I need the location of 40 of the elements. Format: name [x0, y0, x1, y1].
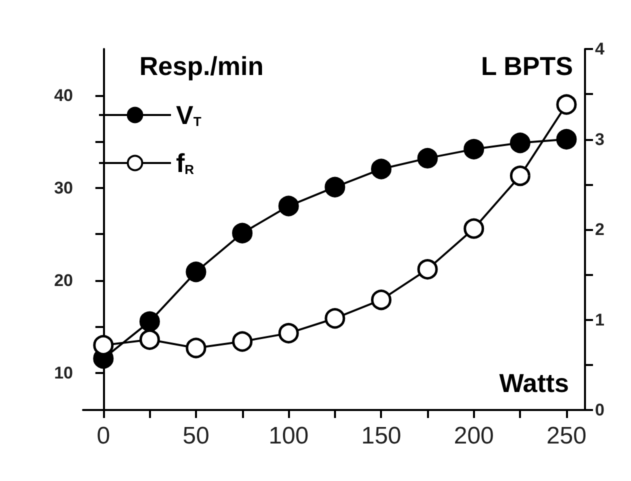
point [417, 259, 438, 280]
point [139, 311, 160, 332]
legend-label: fR [176, 148, 195, 178]
y-tick-label: 20 [54, 270, 73, 290]
x-axis-title: Watts [499, 368, 569, 398]
y2-tick-label: 4 [595, 40, 605, 58]
point [232, 331, 253, 352]
y-tick-label: 30 [54, 178, 73, 198]
point [139, 329, 160, 350]
y-tick-label: 10 [54, 363, 73, 382]
point [232, 222, 253, 244]
y2-tick-label: 1 [595, 310, 604, 330]
x-tick-label: 150 [361, 422, 402, 450]
y2-tick-label: 2 [595, 220, 604, 239]
x-tick-label: 0 [96, 422, 110, 450]
legend-label: VT [176, 100, 202, 130]
point [186, 338, 206, 358]
point [371, 290, 392, 310]
point [186, 262, 206, 282]
y-axis-title: Resp./min [139, 51, 264, 81]
point [556, 94, 577, 115]
y2-tick-label: 0 [595, 400, 604, 420]
y2-axis-title: L BPTS [481, 51, 573, 81]
point [417, 148, 438, 168]
point [324, 176, 346, 198]
point [464, 218, 484, 239]
x-tick-label: 250 [546, 422, 586, 450]
x-tick-label: 50 [182, 422, 210, 450]
point [556, 129, 577, 150]
x-tick-label: 200 [454, 422, 494, 450]
point [464, 138, 484, 160]
y2-tick-label: 3 [595, 130, 604, 149]
y-tick-label: 40 [54, 86, 73, 105]
point [278, 322, 299, 344]
point [510, 132, 530, 154]
point [324, 308, 346, 329]
point [371, 158, 392, 180]
x-tick-label: 100 [268, 422, 309, 450]
point [278, 196, 299, 216]
point [510, 166, 530, 186]
